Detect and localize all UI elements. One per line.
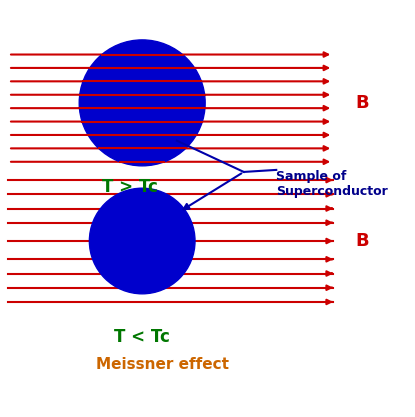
Circle shape — [79, 40, 205, 166]
Text: T < Tc: T < Tc — [114, 328, 170, 347]
Text: Sample of
Superconductor: Sample of Superconductor — [276, 170, 388, 198]
Text: T > Tc: T > Tc — [102, 178, 158, 196]
Circle shape — [89, 188, 195, 294]
Text: B: B — [356, 94, 369, 112]
Text: B: B — [356, 232, 369, 250]
Text: Meissner effect: Meissner effect — [96, 357, 229, 372]
